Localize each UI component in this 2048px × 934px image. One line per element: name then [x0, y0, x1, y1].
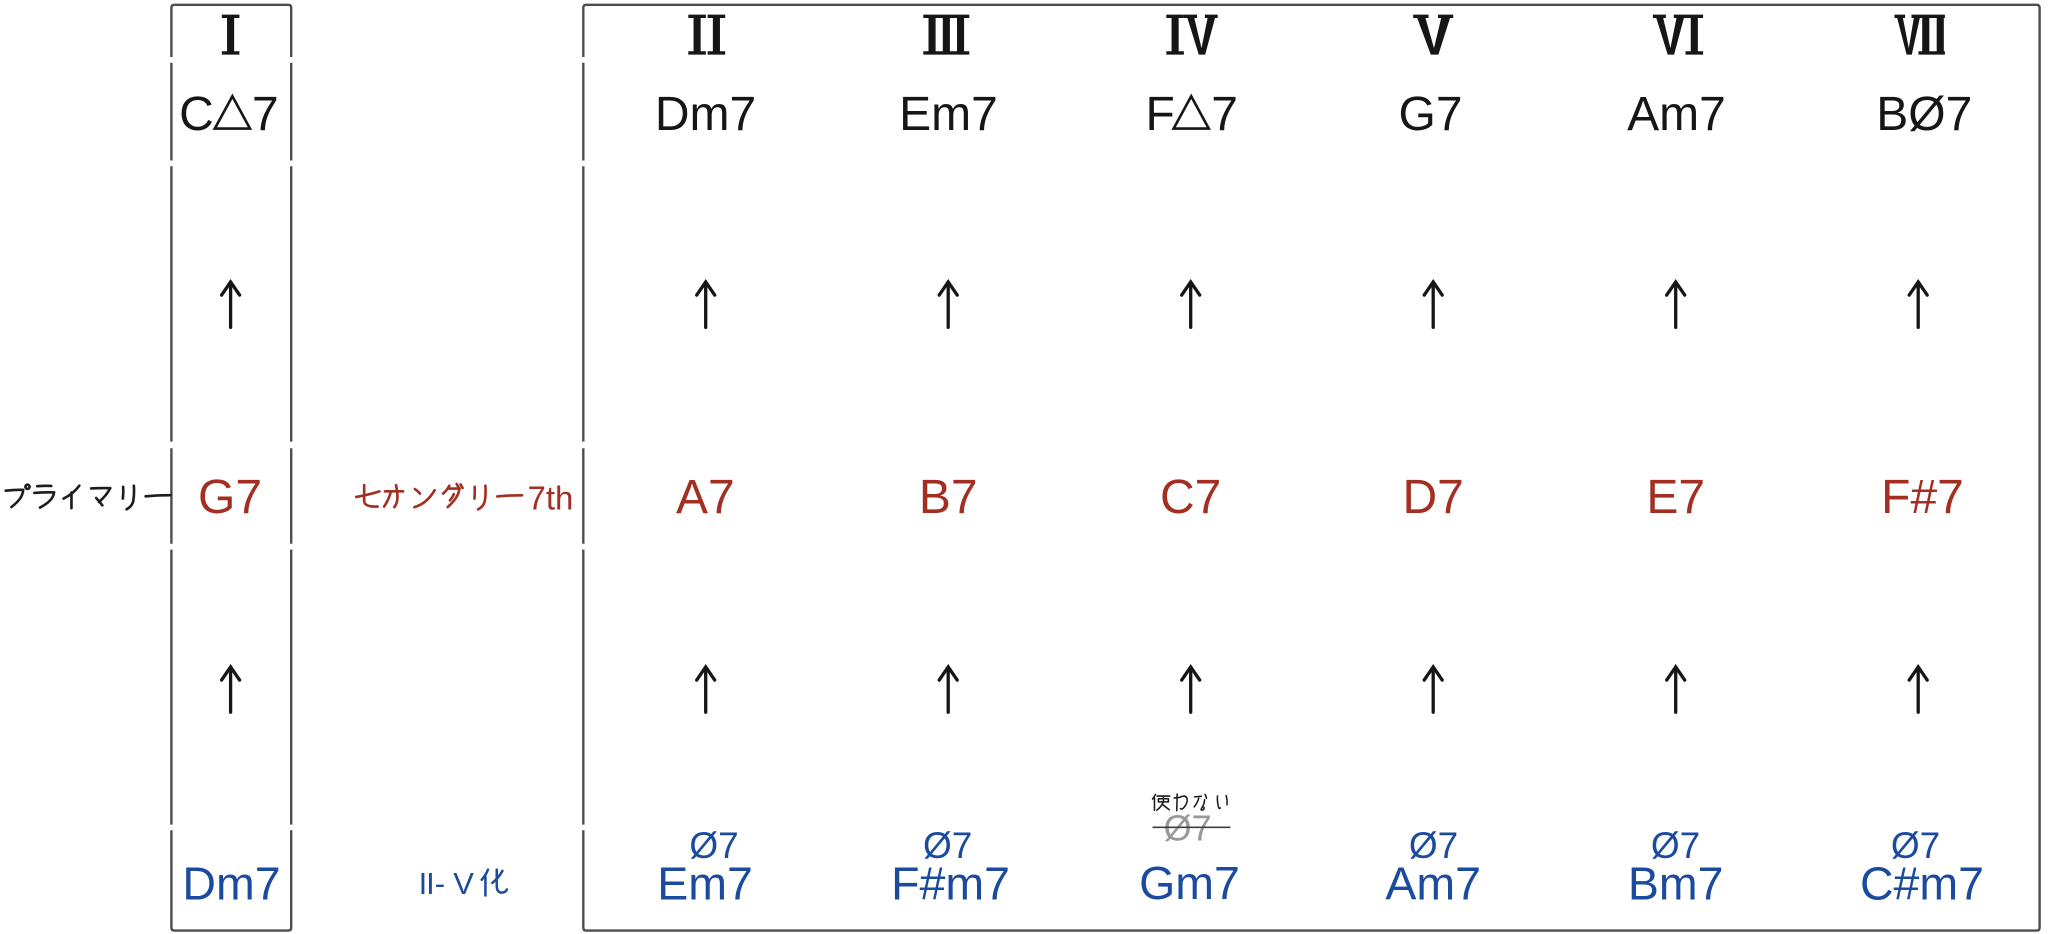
svg-text:C: C: [179, 88, 214, 141]
svg-text:Am7: Am7: [1627, 88, 1726, 141]
svg-text:F: F: [1146, 88, 1175, 141]
svg-text:Em7: Em7: [657, 858, 753, 910]
svg-text:A7: A7: [676, 471, 735, 524]
svg-text:D7: D7: [1403, 471, 1464, 524]
svg-text:7: 7: [252, 88, 279, 141]
svg-text:BØ7: BØ7: [1876, 88, 1972, 141]
svg-text:Ø7: Ø7: [1651, 825, 1700, 866]
svg-text:Ø7: Ø7: [1891, 825, 1940, 866]
svg-text:Ø7: Ø7: [1409, 825, 1458, 866]
svg-text:Ø7: Ø7: [923, 825, 972, 866]
svg-text:7: 7: [1211, 88, 1238, 141]
svg-text:B7: B7: [919, 471, 978, 524]
svg-text:I: I: [426, 866, 435, 901]
svg-text:Bm7: Bm7: [1628, 858, 1724, 910]
svg-text:E7: E7: [1646, 471, 1705, 524]
svg-text:F#m7: F#m7: [891, 858, 1010, 910]
svg-text:F#7: F#7: [1881, 471, 1964, 524]
svg-text:C#m7: C#m7: [1860, 858, 1984, 910]
svg-text:Am7: Am7: [1385, 858, 1481, 910]
svg-text:Dm7: Dm7: [655, 88, 756, 141]
svg-text:I: I: [419, 866, 428, 901]
svg-text:C7: C7: [1160, 471, 1221, 524]
svg-text:Ø7: Ø7: [689, 825, 738, 866]
svg-text:V: V: [453, 866, 474, 901]
svg-text:Dm7: Dm7: [182, 858, 280, 910]
svg-text:G7: G7: [198, 471, 262, 524]
svg-text:Em7: Em7: [899, 88, 998, 141]
svg-text:G7: G7: [1398, 88, 1462, 141]
svg-text:7th: 7th: [528, 480, 574, 517]
svg-text:Gm7: Gm7: [1139, 857, 1240, 909]
svg-text:-: -: [435, 866, 445, 901]
